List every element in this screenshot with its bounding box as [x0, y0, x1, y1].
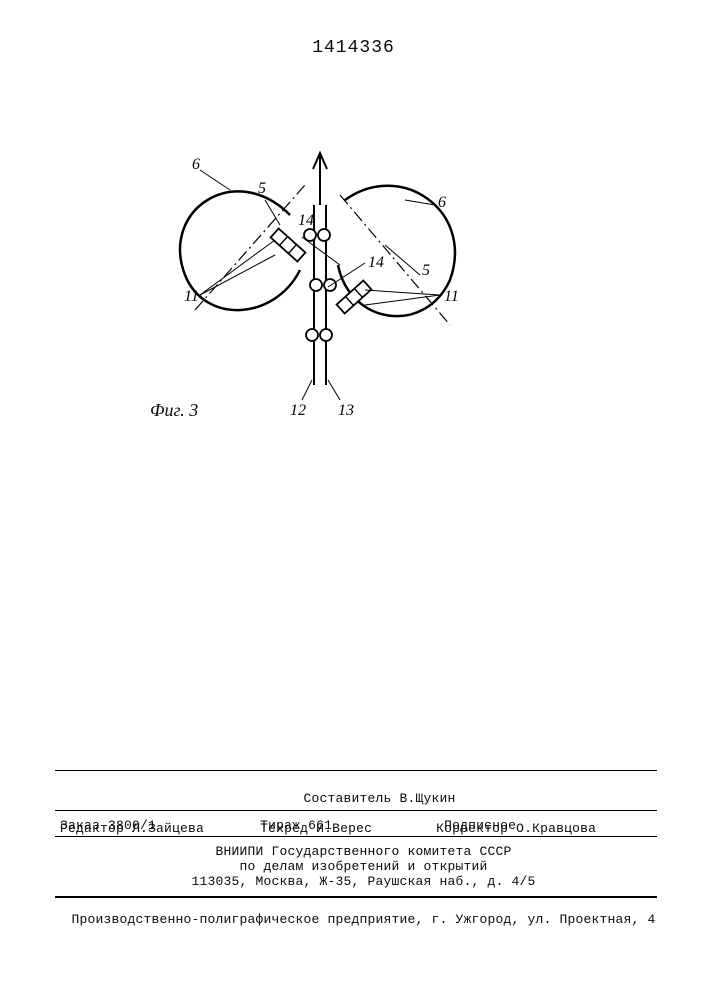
institute-line1: ВНИИПИ Государственного комитета СССР	[60, 844, 667, 859]
institute-line2: по делам изобретений и открытий	[60, 859, 667, 874]
order-label: Заказ	[60, 818, 100, 833]
page-number: 1414336	[0, 38, 707, 58]
order-row: Заказ 3800/1 Тираж 661 Подписное	[60, 818, 667, 833]
label-11b: 11	[444, 288, 459, 305]
institute-block: ВНИИПИ Государственного комитета СССР по…	[60, 844, 667, 889]
label-13: 13	[338, 402, 354, 419]
label-14b: 14	[368, 254, 384, 271]
tirage-label: Тираж	[260, 818, 300, 833]
label-6a: 6	[192, 156, 200, 173]
label-12: 12	[290, 402, 306, 419]
label-6b: 6	[438, 194, 446, 211]
label-5b: 5	[422, 262, 430, 279]
subscription: Подписное	[444, 818, 516, 833]
figure-caption: Фиг. 3	[150, 400, 198, 421]
separator	[55, 836, 657, 837]
separator	[55, 810, 657, 811]
label-14a: 14	[298, 212, 314, 229]
compiler-label: Составитель	[303, 791, 391, 806]
tirage-value: 661	[308, 818, 332, 833]
label-5a: 5	[258, 180, 266, 197]
separator	[55, 770, 657, 771]
compiler-name: В.Щукин	[400, 791, 456, 806]
printer-line: Производственно-полиграфическое предприя…	[60, 912, 667, 927]
institute-line3: 113035, Москва, Ж-35, Раушская наб., д. …	[60, 874, 667, 889]
label-11a: 11	[184, 288, 199, 305]
separator-thick	[55, 896, 657, 898]
order-value: 3800/1	[108, 818, 156, 833]
